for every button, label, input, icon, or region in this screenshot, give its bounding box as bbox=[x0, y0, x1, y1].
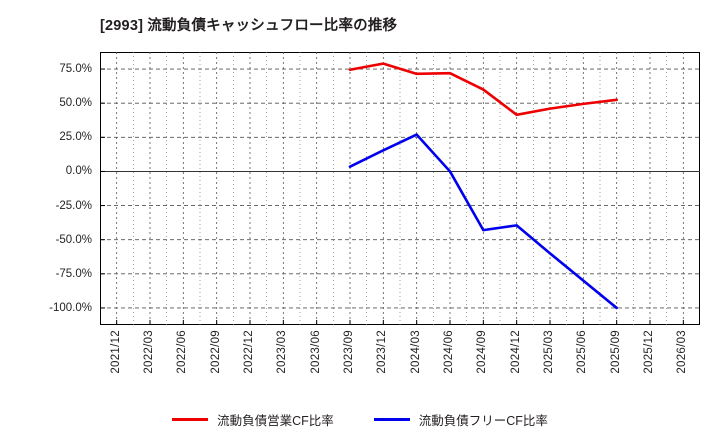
y-tick-label: 0.0% bbox=[65, 165, 92, 178]
series-line-1 bbox=[348, 133, 618, 310]
x-tick-label: 2025/12 bbox=[643, 330, 655, 374]
x-tick-label: 2023/12 bbox=[376, 330, 389, 374]
legend-entry-1[interactable]: 流動負債フリーCF比率 bbox=[373, 410, 548, 429]
x-tick-label: 2022/12 bbox=[243, 330, 255, 374]
x-tick-label: 2022/03 bbox=[143, 330, 155, 374]
y-tick-label: -50.0% bbox=[55, 233, 92, 246]
grid-lines bbox=[100, 52, 700, 325]
x-tick-label: 2023/06 bbox=[309, 330, 322, 374]
x-tick-label: 2025/03 bbox=[543, 330, 555, 374]
y-tick-label: -100.0% bbox=[49, 301, 92, 314]
series-lines bbox=[348, 62, 618, 310]
x-tick-label: 2023/09 bbox=[343, 330, 355, 374]
series-line-0 bbox=[348, 62, 618, 117]
x-tick-label: 2025/09 bbox=[609, 330, 622, 374]
x-tick-label: 2026/03 bbox=[676, 330, 689, 374]
chart-legend: 流動負債営業CF比率 流動負債フリーCF比率 bbox=[0, 404, 720, 434]
x-tick-label: 2021/12 bbox=[109, 330, 122, 374]
y-tick-label: 75.0% bbox=[59, 63, 92, 76]
x-tick-label: 2024/09 bbox=[476, 330, 489, 374]
legend-line-swatch bbox=[373, 417, 410, 421]
chart-title: [2993] 流動負債キャッシュフロー比率の推移 bbox=[100, 18, 398, 34]
y-tick-label: 50.0% bbox=[59, 97, 92, 110]
x-tick-label: 2022/06 bbox=[176, 330, 189, 374]
legend-label: 流動負債営業CF比率 bbox=[217, 413, 334, 428]
x-tick-label: 2025/06 bbox=[576, 330, 589, 374]
y-tick-label: -25.0% bbox=[55, 199, 92, 212]
y-tick-label: -75.0% bbox=[55, 267, 92, 280]
y-tick-label: 25.0% bbox=[59, 131, 92, 144]
legend-entry-0[interactable]: 流動負債営業CF比率 bbox=[172, 410, 334, 429]
x-tick-label: 2024/03 bbox=[409, 330, 422, 374]
y-axis-tick-labels: 75.0% 50.0% 25.0% 0.0% -25.0% -50.0% -75.0% -10… bbox=[0, 52, 92, 325]
x-tick-label: 2023/03 bbox=[276, 330, 289, 374]
legend-line-swatch bbox=[172, 417, 209, 421]
plot-area bbox=[100, 52, 700, 325]
legend-label: 流動負債フリーCF比率 bbox=[418, 413, 548, 428]
x-tick-label: 2024/12 bbox=[509, 330, 522, 374]
x-tick-label: 2022/09 bbox=[209, 330, 222, 374]
x-tick-label: 2024/06 bbox=[443, 330, 455, 374]
